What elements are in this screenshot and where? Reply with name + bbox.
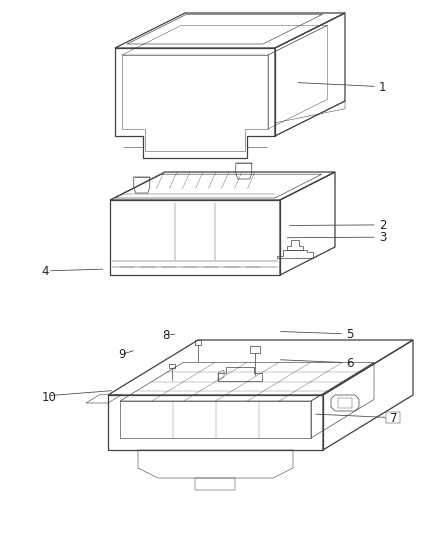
Text: 10: 10 bbox=[42, 391, 57, 403]
Text: 2: 2 bbox=[379, 219, 386, 232]
Text: 7: 7 bbox=[390, 412, 397, 425]
Text: 3: 3 bbox=[379, 231, 386, 244]
Text: 9: 9 bbox=[118, 348, 126, 361]
Text: 5: 5 bbox=[346, 328, 353, 341]
Text: 1: 1 bbox=[379, 82, 386, 94]
Text: 8: 8 bbox=[162, 329, 170, 342]
Text: 6: 6 bbox=[346, 357, 353, 370]
Text: 4: 4 bbox=[42, 265, 49, 278]
